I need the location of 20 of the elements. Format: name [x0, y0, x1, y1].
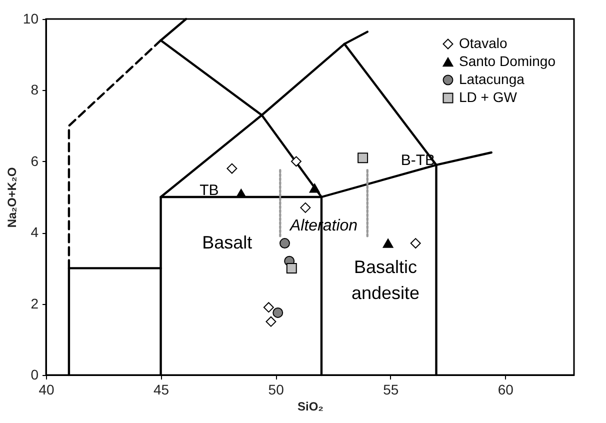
annotation: Basalt	[202, 232, 252, 252]
x-axis-title: SiO₂	[297, 400, 324, 414]
x-tick-label: 50	[268, 382, 284, 398]
x-tick-label: 40	[38, 382, 54, 398]
annotation: TB	[200, 182, 219, 199]
y-tick-label: 0	[30, 366, 39, 382]
y-tick-label: 2	[30, 295, 39, 312]
legend-label: LD + GW	[459, 89, 518, 105]
x-tick-label: 45	[153, 382, 170, 398]
legend-label: Latacunga	[459, 71, 525, 87]
y-tick-label: 8	[30, 82, 39, 98]
legend-label: Santo Domingo	[459, 53, 556, 69]
x-tick-label: 60	[498, 382, 514, 398]
y-axis-title: Na₂O+K₂O	[4, 167, 19, 228]
legend-label: Otavalo	[459, 35, 508, 51]
y-tick-label: 6	[30, 152, 39, 169]
annotation: Basaltic andesite	[351, 257, 420, 304]
y-tick-label: 4	[30, 224, 39, 240]
x-tick-label: 55	[383, 382, 399, 398]
y-tick-label: 10	[22, 10, 39, 26]
